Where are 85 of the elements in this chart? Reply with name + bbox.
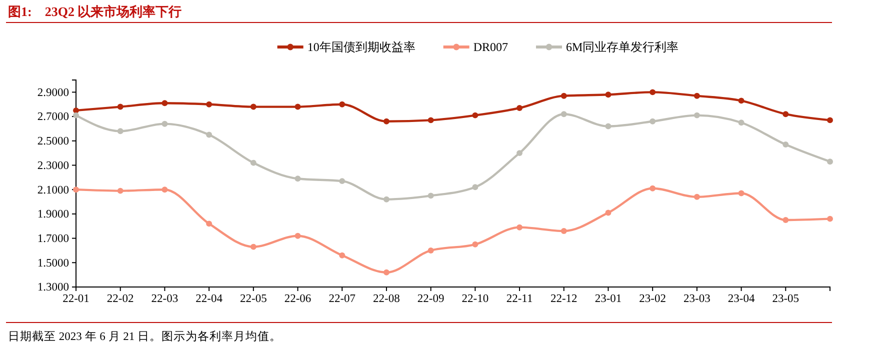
point xyxy=(650,89,656,96)
x-tick-label: 23-02 xyxy=(639,293,666,306)
x-tick-label: 22-07 xyxy=(328,293,356,306)
x-tick-label: 23-05 xyxy=(772,293,800,306)
x-tick-label: 22-05 xyxy=(240,293,268,306)
point xyxy=(827,216,833,222)
y-tick-label: 1.3000 xyxy=(37,282,70,294)
x-tick-label: 22-01 xyxy=(62,293,90,306)
point xyxy=(738,190,744,196)
point xyxy=(782,142,789,148)
point xyxy=(294,232,301,239)
y-tick-label: 2.3000 xyxy=(37,160,70,172)
point xyxy=(516,105,523,111)
point xyxy=(605,123,612,130)
y-tick-label: 1.5000 xyxy=(37,257,70,270)
x-tick-label: 23-01 xyxy=(594,293,622,306)
point xyxy=(650,185,656,192)
point xyxy=(206,101,212,108)
point xyxy=(428,117,434,124)
text: 日期截至 2023 年 6 月 21 日。图示为各利率月均值。 xyxy=(8,329,282,343)
point xyxy=(250,104,256,110)
point xyxy=(339,252,346,258)
point xyxy=(73,112,79,118)
point xyxy=(73,186,79,193)
point xyxy=(782,111,789,118)
point xyxy=(472,241,478,248)
point xyxy=(294,104,301,110)
point xyxy=(827,158,833,165)
point xyxy=(206,132,212,138)
legend-label: DR007 xyxy=(473,40,508,54)
x-tick-label: 22-08 xyxy=(373,293,400,306)
point xyxy=(383,269,390,276)
point xyxy=(738,98,744,104)
x-tick-label: 23-03 xyxy=(684,293,711,306)
point xyxy=(250,244,256,250)
x-tick-label: 22-04 xyxy=(196,293,223,306)
point xyxy=(738,120,744,126)
point xyxy=(339,101,346,108)
point xyxy=(560,92,567,99)
point xyxy=(650,118,656,124)
point xyxy=(694,194,700,200)
chart-title: 图1: 23Q2 以来市场利率下行 xyxy=(8,4,182,19)
point xyxy=(73,107,79,114)
x-tick-label: 22-09 xyxy=(417,293,444,306)
point xyxy=(605,92,612,98)
point xyxy=(782,217,789,224)
point xyxy=(694,112,700,118)
point xyxy=(383,118,390,124)
x-tick-label: 22-10 xyxy=(462,293,489,306)
legend-label: 6M同业存单发行利率 xyxy=(566,40,679,54)
y-tick-label: 2.5000 xyxy=(37,136,70,148)
x-tick-label: 22-06 xyxy=(284,293,312,306)
y-tick-label: 2.9000 xyxy=(37,86,70,99)
point xyxy=(694,92,700,99)
point xyxy=(560,228,567,234)
point xyxy=(516,224,523,230)
point xyxy=(206,220,212,227)
y-tick-label: 1.9000 xyxy=(37,208,70,221)
x-tick-label: 22-12 xyxy=(550,293,578,306)
point xyxy=(428,192,434,199)
point xyxy=(250,160,256,166)
point xyxy=(560,111,567,118)
point xyxy=(605,210,612,216)
legend-label: 10年国债到期收益率 xyxy=(307,40,416,54)
x-tick-label: 22-11 xyxy=(506,293,533,306)
y-tick-label: 1.7000 xyxy=(37,232,70,245)
point xyxy=(117,128,124,134)
y-tick-label: 2.1000 xyxy=(37,184,70,196)
point xyxy=(472,112,478,118)
point xyxy=(339,178,346,184)
x-tick-label: 22-03 xyxy=(151,293,178,306)
point xyxy=(472,184,478,190)
point xyxy=(162,186,168,193)
point xyxy=(294,176,301,182)
point xyxy=(117,188,124,194)
point xyxy=(383,196,390,202)
point xyxy=(162,100,168,106)
point xyxy=(117,104,124,110)
point xyxy=(162,120,168,127)
point xyxy=(827,117,833,124)
x-tick-label: 23-04 xyxy=(728,293,755,306)
point xyxy=(428,247,434,254)
point xyxy=(516,150,523,156)
y-tick-label: 2.7000 xyxy=(37,111,70,124)
x-tick-label: 22-02 xyxy=(106,293,134,306)
